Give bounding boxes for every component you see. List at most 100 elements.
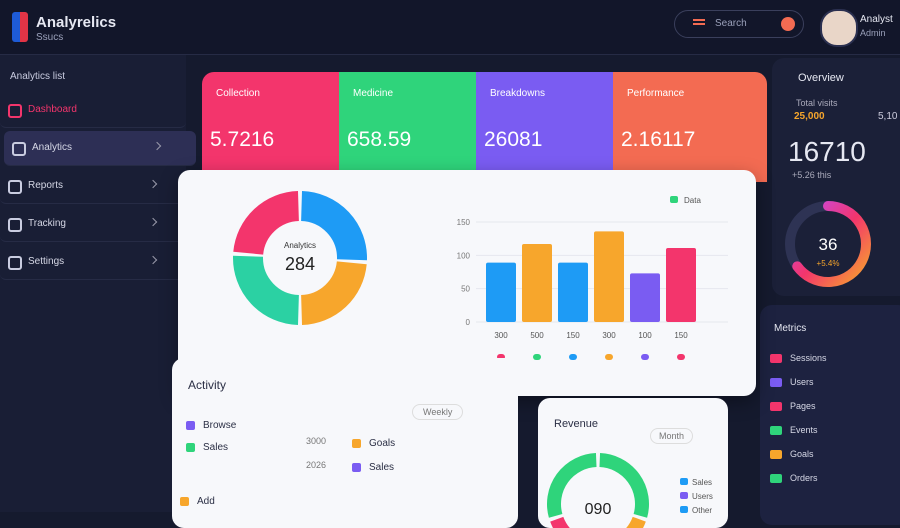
legend-label: Users bbox=[692, 492, 713, 501]
gauge-delta: +5.4% bbox=[817, 259, 840, 268]
metrics-title: Metrics bbox=[774, 323, 807, 334]
activity-filter[interactable]: Weekly bbox=[412, 404, 464, 420]
metric-label: Sessions bbox=[790, 353, 827, 363]
legend-swatch bbox=[352, 438, 361, 448]
metric-label: Users bbox=[790, 377, 814, 387]
sidebar-item[interactable]: Settings bbox=[0, 245, 186, 280]
y-tick-label: 100 bbox=[457, 251, 471, 260]
activity-item: Browse bbox=[186, 420, 236, 431]
activity-item: Sales bbox=[352, 462, 394, 473]
activity-label: Sales bbox=[369, 462, 395, 473]
legend-swatch bbox=[670, 196, 678, 203]
sidebar-item[interactable]: Reports bbox=[0, 169, 186, 204]
x-tick-label: 150 bbox=[674, 331, 688, 340]
donut-label: Analytics bbox=[284, 241, 316, 250]
metric-label: Orders bbox=[790, 473, 818, 483]
metric-swatch bbox=[770, 426, 782, 436]
y-tick-label: 0 bbox=[466, 318, 471, 327]
metric-label: Pages bbox=[790, 401, 816, 411]
sidebar-item[interactable]: Analytics bbox=[4, 131, 196, 166]
activity-label: Goals bbox=[369, 438, 396, 449]
donut-segment bbox=[626, 516, 646, 528]
bar bbox=[522, 244, 552, 322]
sidebar-icon bbox=[8, 256, 22, 270]
kpi-value: 5.7216 bbox=[210, 128, 275, 151]
legend-dot bbox=[605, 354, 613, 360]
legend-label: Other bbox=[692, 506, 712, 515]
activity-title: Activity bbox=[188, 378, 227, 392]
legend-dot bbox=[641, 354, 649, 360]
bar bbox=[486, 262, 516, 322]
x-tick-label: 300 bbox=[494, 331, 508, 340]
revenue-filter[interactable]: Month bbox=[650, 428, 694, 444]
y-tick-label: 150 bbox=[457, 218, 471, 227]
kpi-value: 2.16117 bbox=[621, 128, 696, 151]
revenue-title: Revenue bbox=[554, 418, 599, 430]
chevron bbox=[148, 255, 158, 265]
activity-value: 3000 bbox=[306, 436, 327, 446]
overview-note: +5.26 this bbox=[792, 170, 832, 180]
activity-panel: Activity Weekly Add Browse Sales Goals 3000… bbox=[172, 358, 518, 528]
donut-segment bbox=[233, 255, 300, 325]
sidebar-label: Dashboard bbox=[28, 104, 77, 115]
donut-segment bbox=[599, 453, 649, 518]
metric-swatch bbox=[770, 354, 782, 364]
y-tick-label: 50 bbox=[461, 285, 470, 294]
legend-dot bbox=[677, 354, 685, 360]
activity-item: Sales bbox=[186, 442, 228, 453]
x-tick-label: 300 bbox=[602, 331, 616, 340]
metric-swatch bbox=[770, 450, 782, 460]
activity-footer: Add bbox=[180, 496, 215, 507]
user-name: Analyst bbox=[860, 14, 893, 25]
sidebar-label: Reports bbox=[28, 180, 64, 191]
legend-swatch bbox=[352, 462, 361, 472]
donut-segment bbox=[233, 191, 300, 256]
metrics-panel: Metrics Sessions Users Pages Events Goals Ord… bbox=[760, 305, 900, 525]
overview-highlight: 5,10 bbox=[878, 111, 898, 122]
donut-segment bbox=[300, 191, 367, 261]
kpi-card: Performance 2.16117 bbox=[613, 72, 767, 182]
avatar[interactable] bbox=[820, 9, 858, 47]
activity-footer-text: Add bbox=[197, 496, 215, 507]
legend-swatch bbox=[180, 496, 189, 506]
metric-row: Goals bbox=[770, 449, 814, 460]
sidebar-item[interactable]: Tracking bbox=[0, 207, 186, 242]
x-tick-label: 500 bbox=[530, 331, 544, 340]
chevron bbox=[148, 179, 158, 189]
logo bbox=[12, 12, 28, 42]
sidebar-section: Analytics list bbox=[10, 71, 66, 82]
metric-swatch bbox=[770, 474, 782, 484]
kpi-value: 26081 bbox=[484, 128, 543, 151]
activity-label: Browse bbox=[203, 420, 237, 431]
activity-label: Sales bbox=[203, 442, 229, 453]
bar bbox=[558, 262, 588, 322]
gauge-arc bbox=[792, 201, 871, 287]
sidebar-icon bbox=[8, 180, 22, 194]
metric-row: Pages bbox=[770, 401, 816, 412]
search-text: Search bbox=[715, 18, 747, 29]
overview-highlight: 25,000 bbox=[794, 111, 825, 122]
menu-icon bbox=[693, 19, 705, 21]
sidebar-label: Analytics bbox=[32, 142, 73, 153]
metric-row: Orders bbox=[770, 473, 818, 484]
search-box[interactable]: Search bbox=[674, 10, 804, 38]
gauge-label: 36 bbox=[819, 235, 838, 254]
sidebar-item[interactable]: Dashboard bbox=[0, 93, 186, 128]
donut-total: 090 bbox=[585, 501, 612, 518]
overview-label: Total visits bbox=[796, 98, 838, 108]
kpi-label: Medicine bbox=[353, 88, 394, 99]
legend-dot bbox=[569, 354, 577, 360]
search-button[interactable] bbox=[781, 17, 795, 31]
bar bbox=[594, 231, 624, 322]
metric-row: Events bbox=[770, 425, 818, 436]
legend-swatch bbox=[186, 420, 195, 430]
donut-segment bbox=[550, 516, 570, 528]
overview-title: Overview bbox=[798, 72, 844, 84]
metric-label: Goals bbox=[790, 449, 814, 459]
user-role: Admin bbox=[860, 28, 886, 38]
brand-subtitle: Ssucs bbox=[36, 32, 64, 43]
legend-label: Data bbox=[684, 196, 701, 205]
activity-value: 2026 bbox=[306, 460, 327, 470]
metric-swatch bbox=[770, 378, 782, 388]
overview-value: 16710 bbox=[788, 136, 866, 167]
